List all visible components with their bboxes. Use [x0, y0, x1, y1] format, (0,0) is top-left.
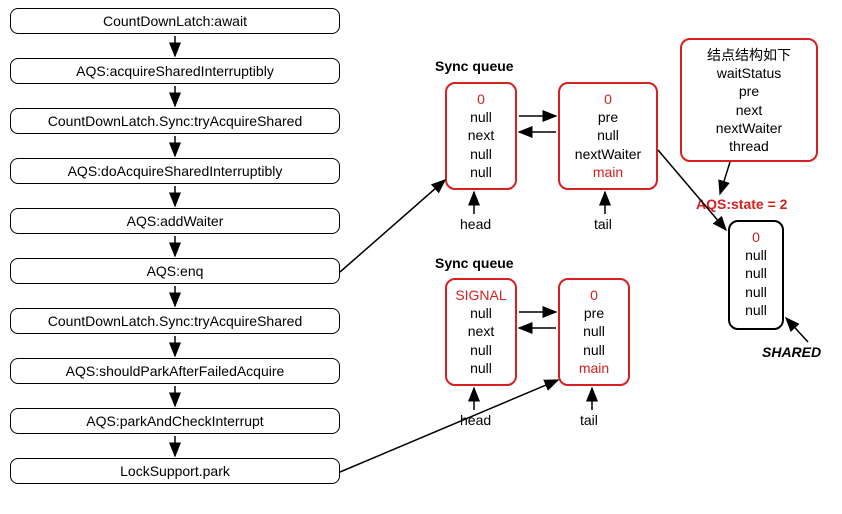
q1-tail-nw: nextWaiter: [568, 145, 648, 163]
queue1-tail-label: tail: [594, 216, 612, 232]
sync-queue-2-title: Sync queue: [435, 255, 514, 271]
queue2-head-node: SIGNAL null next null null: [445, 278, 517, 386]
legend-f1: pre: [690, 82, 808, 100]
q1-tail-pre: pre: [568, 108, 648, 126]
q2-head-next: next: [455, 322, 507, 340]
shared-next: null: [738, 264, 774, 282]
flow-step-7: AQS:shouldParkAfterFailedAcquire: [10, 358, 340, 384]
queue2-tail-label: tail: [580, 412, 598, 428]
shared-status: 0: [738, 228, 774, 246]
shared-thread: null: [738, 301, 774, 319]
aqs-state-label: AQS:state = 2: [696, 196, 787, 212]
flow-step-3: AQS:doAcquireSharedInterruptibly: [10, 158, 340, 184]
shared-nw: null: [738, 283, 774, 301]
queue1-head-label: head: [460, 216, 491, 232]
shared-node: 0 null null null null: [728, 220, 784, 330]
q2-head-thread: null: [455, 359, 507, 377]
flow-step-8: AQS:parkAndCheckInterrupt: [10, 408, 340, 434]
q2-tail-thread: main: [568, 359, 620, 377]
q2-tail-nw: null: [568, 341, 620, 359]
legend-f4: thread: [690, 137, 808, 155]
sync-queue-1-title: Sync queue: [435, 58, 514, 74]
legend-title: 结点结构如下: [690, 46, 808, 64]
flow-step-4: AQS:addWaiter: [10, 208, 340, 234]
queue2-head-label: head: [460, 412, 491, 428]
shared-pre: null: [738, 246, 774, 264]
q1-head-thread: null: [455, 163, 507, 181]
flow-step-2: CountDownLatch.Sync:tryAcquireShared: [10, 108, 340, 134]
q1-head-pre: null: [455, 108, 507, 126]
q2-head-pre: null: [455, 304, 507, 322]
flow-step-6: CountDownLatch.Sync:tryAcquireShared: [10, 308, 340, 334]
q1-head-next: next: [455, 126, 507, 144]
q2-tail-next: null: [568, 322, 620, 340]
q1-tail-next: null: [568, 126, 648, 144]
legend-f2: next: [690, 101, 808, 119]
queue1-head-node: 0 null next null null: [445, 82, 517, 190]
q1-tail-thread: main: [568, 163, 648, 181]
flow-step-1: AQS:acquireSharedInterruptibly: [10, 58, 340, 84]
shared-label: SHARED: [762, 344, 821, 360]
flow-step-9: LockSupport.park: [10, 458, 340, 484]
q1-tail-status: 0: [568, 90, 648, 108]
legend-f3: nextWaiter: [690, 119, 808, 137]
q1-head-status: 0: [455, 90, 507, 108]
queue1-tail-node: 0 pre null nextWaiter main: [558, 82, 658, 190]
q1-head-nw: null: [455, 145, 507, 163]
q2-tail-pre: pre: [568, 304, 620, 322]
q2-head-nw: null: [455, 341, 507, 359]
flow-step-5: AQS:enq: [10, 258, 340, 284]
legend-f0: waitStatus: [690, 64, 808, 82]
q2-tail-status: 0: [568, 286, 620, 304]
q2-head-status: SIGNAL: [455, 286, 507, 304]
flow-step-0: CountDownLatch:await: [10, 8, 340, 34]
legend-box: 结点结构如下 waitStatus pre next nextWaiter th…: [680, 38, 818, 162]
queue2-tail-node: 0 pre null null main: [558, 278, 630, 386]
